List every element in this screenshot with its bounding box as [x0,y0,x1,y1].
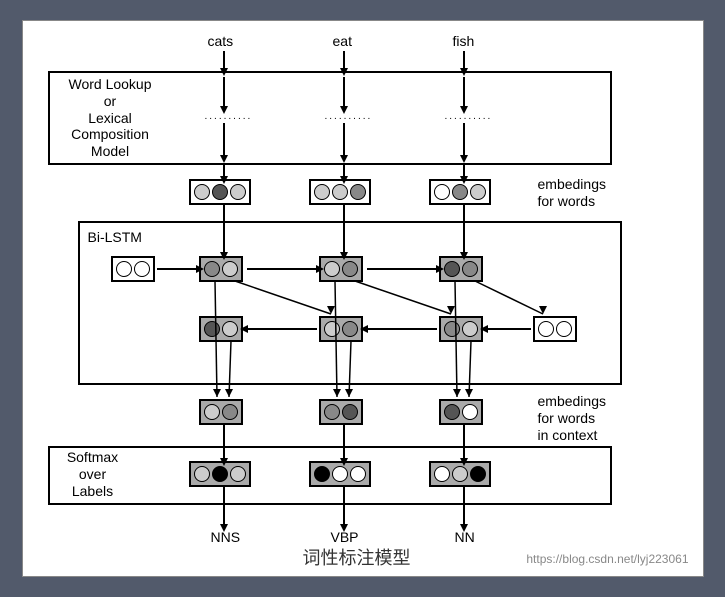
watermark: https://blog.csdn.net/lyj223061 [526,552,688,566]
caption: 词性标注模型 [303,544,411,570]
diagram-frame: cats eat fish Word Lookup or Lexical Com… [22,20,704,577]
